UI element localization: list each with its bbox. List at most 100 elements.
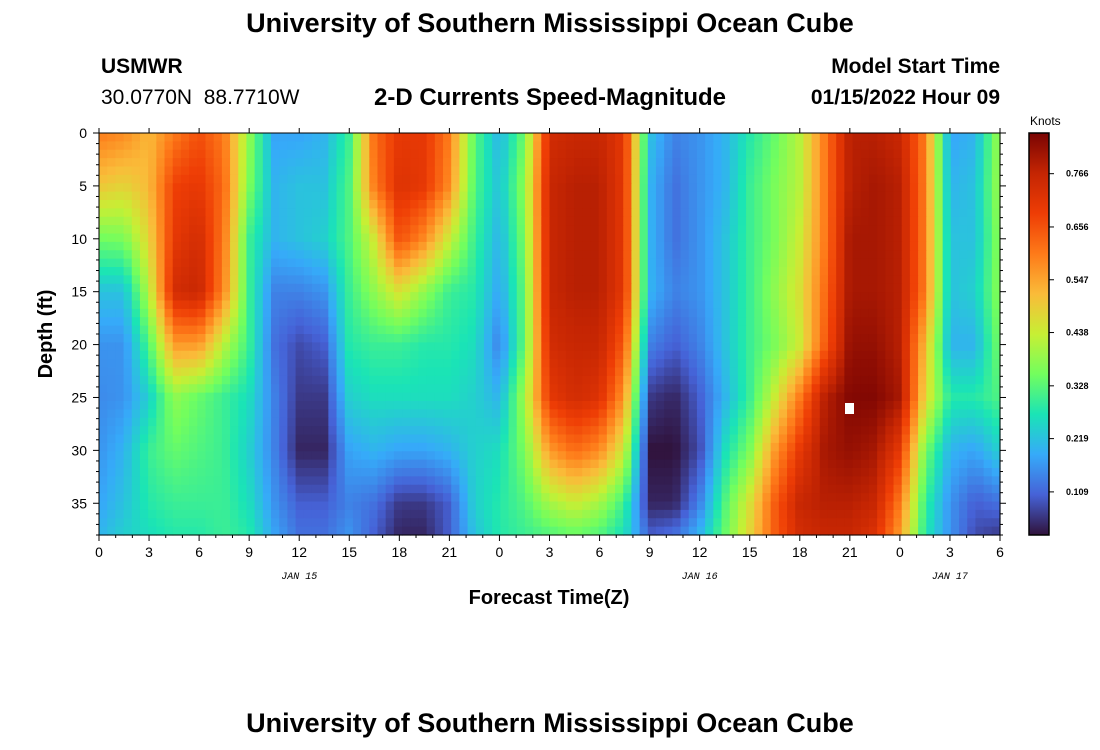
heatmap-cell [909,267,919,276]
heatmap-cell [139,334,149,343]
heatmap-cell [443,401,452,410]
heatmap-cell [303,442,313,452]
heatmap-cell [483,200,493,209]
heatmap-cell [983,451,993,461]
heatmap-cell [647,459,657,469]
heatmap-cell [778,174,788,184]
heatmap-cell [524,233,534,243]
heatmap-cell [107,258,116,268]
heatmap-cell [189,342,198,352]
heatmap-cell [844,158,854,168]
heatmap-cell [148,501,157,511]
heatmap-cell [238,258,248,268]
heatmap-cell [180,250,190,260]
heatmap-cell [246,208,256,218]
heatmap-cell [221,258,231,268]
heatmap-cell [99,133,108,142]
heatmap-cell [418,267,428,276]
heatmap-cell [959,216,968,226]
heatmap-cell [901,216,911,226]
heatmap-cell [852,233,862,243]
heatmap-cell [705,158,714,168]
heatmap-cell [606,267,616,276]
heatmap-cell [623,342,633,352]
heatmap-cell [819,308,829,318]
heatmap-cell [549,133,559,142]
heatmap-cell [705,300,714,310]
heatmap-cell [115,459,125,469]
heatmap-cell [328,434,338,444]
heatmap-cell [729,392,739,402]
heatmap-cell [926,149,936,159]
heatmap-cell [443,367,452,377]
heatmap-cell [868,292,878,302]
heatmap-cell [885,191,895,201]
heatmap-cell [615,451,624,461]
heatmap-cell [655,325,665,335]
heatmap-cell [238,191,248,201]
heatmap-cell [729,141,739,151]
heatmap-cell [860,300,870,310]
heatmap-cell [230,342,239,352]
heatmap-cell [467,267,477,276]
heatmap-cell [443,183,452,193]
heatmap-cell [500,267,510,276]
heatmap-cell [721,417,731,427]
heatmap-cell [99,493,108,503]
heatmap-cell [99,434,108,444]
heatmap-cell [762,493,772,503]
heatmap-cell [271,350,280,360]
heatmap-cell [279,300,288,310]
heatmap-cell [361,275,370,285]
heatmap-cell [713,392,723,402]
heatmap-cell [631,200,641,209]
heatmap-cell [311,367,321,377]
heatmap-cell [860,350,870,360]
heatmap-cell [827,141,837,151]
heatmap-cell [213,267,223,276]
heatmap-cell [737,300,747,310]
heatmap-cell [271,258,280,268]
heatmap-cell [492,258,501,268]
heatmap-cell [164,342,174,352]
heatmap-cell [393,375,403,385]
heatmap-cell [475,200,485,209]
heatmap-cell [410,468,420,477]
heatmap-cell [213,133,223,142]
heatmap-cell [230,225,239,235]
heatmap-cell [352,275,362,285]
heatmap-cell [909,434,919,444]
heatmap-cell [238,434,248,444]
heatmap-cell [836,275,845,285]
heatmap-cell [754,501,764,511]
heatmap-cell [139,451,149,461]
heatmap-cell [991,493,1001,503]
heatmap-cell [934,174,944,184]
heatmap-cell [483,342,493,352]
heatmap-cell [402,283,411,293]
heatmap-cell [467,283,477,293]
heatmap-cell [115,258,125,268]
heatmap-cell [655,484,665,494]
heatmap-cell [172,476,182,486]
heatmap-cell [197,442,207,452]
heatmap-cell [311,476,321,486]
heatmap-cell [623,292,633,302]
heatmap-cell [393,459,403,469]
heatmap-cell [279,308,288,318]
heatmap-cell [991,350,1001,360]
heatmap-cell [950,493,960,503]
heatmap-cell [615,493,624,503]
heatmap-cell [623,158,633,168]
heatmap-cell [279,174,288,184]
heatmap-cell [500,501,510,511]
heatmap-cell [606,283,616,293]
heatmap-cell [139,325,149,335]
heatmap-cell [647,325,657,335]
heatmap-cell [271,216,280,226]
heatmap-cell [492,384,501,394]
heatmap-cell [983,442,993,452]
heatmap-cell [336,334,346,343]
heatmap-cell [287,149,297,159]
heatmap-cell [410,493,420,503]
